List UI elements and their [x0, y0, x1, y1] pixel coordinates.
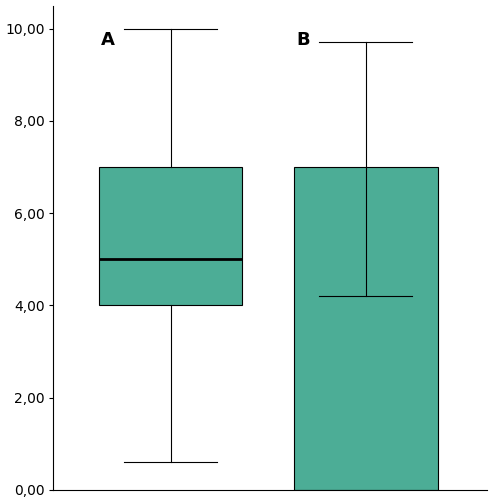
Text: A: A — [101, 31, 115, 49]
Bar — [99, 167, 242, 305]
Bar — [294, 167, 437, 490]
Text: B: B — [296, 31, 310, 49]
